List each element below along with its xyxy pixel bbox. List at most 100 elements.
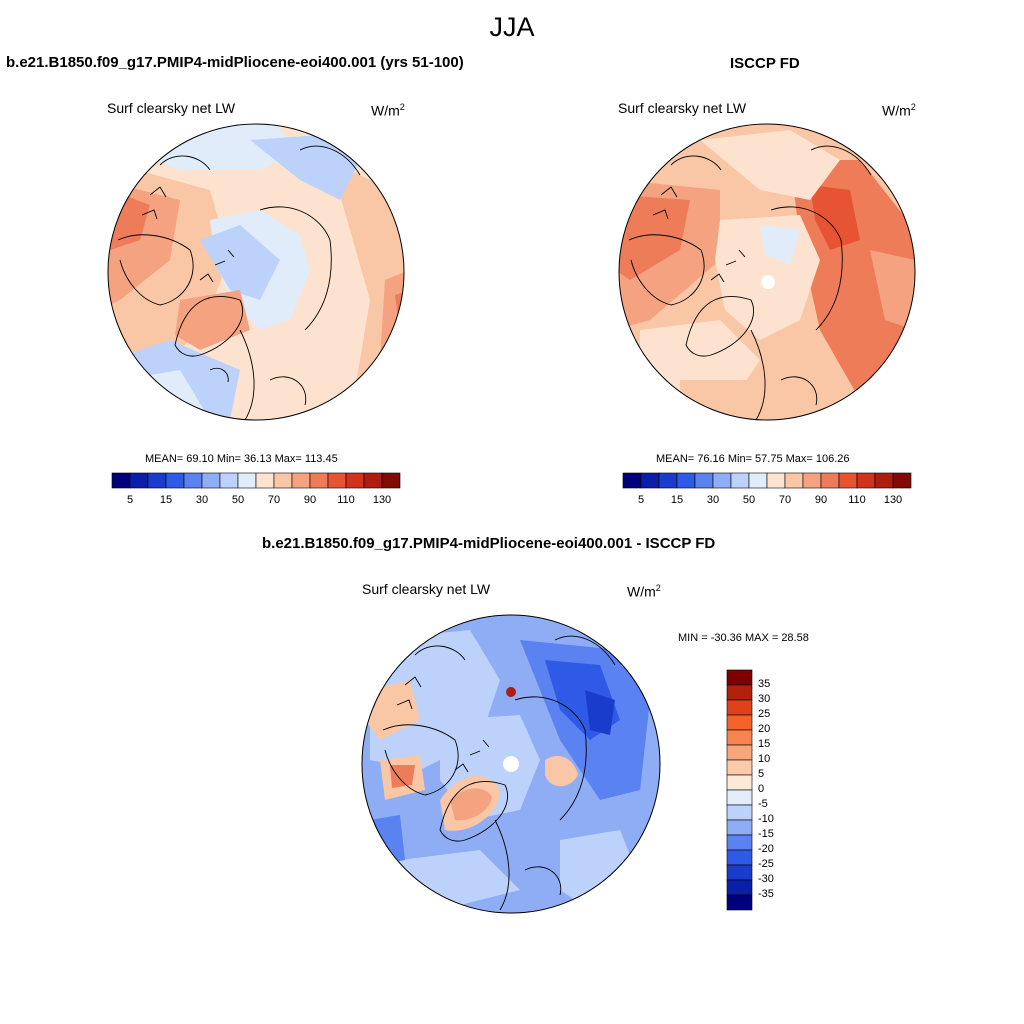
panel3-colorbar-tick-label: 5 — [758, 768, 765, 780]
panel2-colorbar-swatch — [856, 472, 876, 489]
panel3-map — [362, 615, 660, 913]
figure-title: JJA — [489, 12, 535, 42]
panel3-colorbar-tick-label: -15 — [758, 828, 774, 840]
panel3-map-border — [361, 614, 661, 914]
panel3-subtitle: Surf clearsky net LW — [362, 581, 491, 597]
panel3-colorbar-tick-label: -25 — [758, 858, 774, 870]
panel3-colorbar-swatch — [726, 894, 753, 911]
panel3-colorbar-tick-label: 15 — [758, 738, 771, 750]
panel2-map — [619, 124, 915, 420]
panel2-title: ISCCP FD — [730, 55, 800, 72]
panel2-map-border — [618, 123, 916, 421]
panel2-colorbar — [622, 472, 912, 489]
panel3-colorbar-tick-label: -5 — [758, 798, 768, 810]
panel1-colorbar-swatch — [219, 472, 239, 489]
panel3-colorbar-swatch — [726, 774, 753, 791]
panel1-colorbar-swatch — [309, 472, 329, 489]
panel3-colorbar-tick-label: -10 — [758, 813, 774, 825]
panel3-colorbar-tick-label: 10 — [758, 753, 771, 765]
panel3-colorbar-tick-label: 25 — [758, 708, 771, 720]
panel1-colorbar-tick-label: 130 — [372, 494, 392, 506]
panel2-colorbar-tick-label: 70 — [778, 494, 792, 506]
panel1-colorbar-swatch — [183, 472, 203, 489]
panel3-colorbar-tick-label: 20 — [758, 723, 771, 735]
panel2-colorbar-tick-label: 5 — [637, 494, 645, 506]
panel1-stats: MEAN= 69.10 Min= 36.13 Max= 113.45 — [145, 453, 338, 465]
panel1-map-border — [107, 123, 405, 421]
panel1-colorbar — [111, 472, 401, 489]
panel1-colorbar-swatch — [327, 472, 347, 489]
panel2-colorbar-swatch — [820, 472, 840, 489]
panel2-colorbar-swatch — [874, 472, 894, 489]
panel3-colorbar-swatch — [726, 834, 753, 851]
panel2-stats: MEAN= 76.16 Min= 57.75 Max= 106.26 — [656, 453, 850, 465]
panel3-colorbar-tick-label: -20 — [758, 843, 774, 855]
panel1-colorbar-tick-label: 5 — [126, 494, 134, 506]
panel1-colorbar-swatch — [381, 472, 401, 489]
panel1-title: b.e21.B1850.f09_g17.PMIP4-midPliocene-eo… — [6, 54, 464, 71]
panel2-units: W/m2 — [882, 102, 916, 119]
panel1-colorbar-swatch — [255, 472, 275, 489]
panel3-colorbar-tick-label: 0 — [758, 783, 765, 795]
panel3-colorbar-tick-label: 30 — [758, 693, 771, 705]
panel3-colorbar-swatch — [726, 729, 753, 746]
panel2-subtitle: Surf clearsky net LW — [618, 100, 747, 116]
panel3-colorbar-swatch — [726, 879, 753, 896]
panel2-colorbar-swatch — [802, 472, 822, 489]
panel3-units: W/m2 — [627, 583, 661, 600]
panel3-colorbar-swatch — [726, 714, 753, 731]
panel1-colorbar-tick-label: 50 — [231, 494, 245, 506]
panel1-colorbar-swatch — [237, 472, 257, 489]
panel3-colorbar-swatch — [726, 789, 753, 806]
panel1-colorbar-swatch — [291, 472, 311, 489]
panel1-colorbar-swatch — [273, 472, 293, 489]
panel3-colorbar-swatch — [726, 669, 753, 686]
panel2-colorbar-tick-label: 50 — [742, 494, 756, 506]
panel3-title: b.e21.B1850.f09_g17.PMIP4-midPliocene-eo… — [262, 535, 716, 552]
panel3-colorbar-swatch — [726, 684, 753, 701]
panel1-colorbar-swatch — [147, 472, 167, 489]
panel2-colorbar-tick-label: 90 — [814, 494, 828, 506]
panel2-colorbar-swatch — [694, 472, 714, 489]
panel3-colorbar-tick-label: 35 — [758, 678, 771, 690]
panel2-colorbar-tick-label: 130 — [883, 494, 903, 506]
panel1-colorbar-tick-label: 30 — [195, 494, 209, 506]
panel2-colorbar-tick-label: 15 — [670, 494, 684, 506]
panel3-colorbar-swatch — [726, 864, 753, 881]
panel1-colorbar-swatch — [129, 472, 149, 489]
panel3-stats: MIN = -30.36 MAX = 28.58 — [678, 632, 809, 644]
panel1-colorbar-tick-label: 90 — [303, 494, 317, 506]
panel2-colorbar-swatch — [712, 472, 732, 489]
panel3-colorbar-swatch — [726, 804, 753, 821]
panel3-colorbar-tick-label: -30 — [758, 873, 774, 885]
panel2-colorbar-swatch — [838, 472, 858, 489]
panel1-colorbar-swatch — [345, 472, 365, 489]
panel3-colorbar-swatch — [726, 849, 753, 866]
panel1-map — [108, 124, 404, 420]
panel2-colorbar-swatch — [730, 472, 750, 489]
panel1-colorbar-swatch — [363, 472, 383, 489]
panel3-colorbar-swatch — [726, 744, 753, 761]
panel1-units: W/m2 — [371, 102, 405, 119]
panel3-colorbar-tick-label: -35 — [758, 888, 774, 900]
panel1-colorbar-tick-label: 15 — [159, 494, 173, 506]
panel2-colorbar-swatch — [748, 472, 768, 489]
panel3-colorbar-swatch — [726, 819, 753, 836]
panel2-colorbar-swatch — [622, 472, 642, 489]
panel2-colorbar-tick-label: 110 — [848, 494, 866, 506]
panel1-colorbar-tick-label: 70 — [267, 494, 281, 506]
panel3-colorbar — [726, 669, 753, 911]
panel1-subtitle: Surf clearsky net LW — [107, 100, 236, 116]
panel1-colorbar-swatch — [201, 472, 221, 489]
panel1-colorbar-swatch — [165, 472, 185, 489]
panel2-colorbar-swatch — [676, 472, 696, 489]
panel3-colorbar-swatch — [726, 699, 753, 716]
panel1-colorbar-tick-label: 110 — [337, 494, 355, 506]
panel2-colorbar-swatch — [784, 472, 804, 489]
panel2-colorbar-swatch — [892, 472, 912, 489]
panel2-colorbar-tick-label: 30 — [706, 494, 720, 506]
panel3-colorbar-swatch — [726, 759, 753, 776]
panel1-colorbar-swatch — [111, 472, 131, 489]
panel2-colorbar-swatch — [640, 472, 660, 489]
